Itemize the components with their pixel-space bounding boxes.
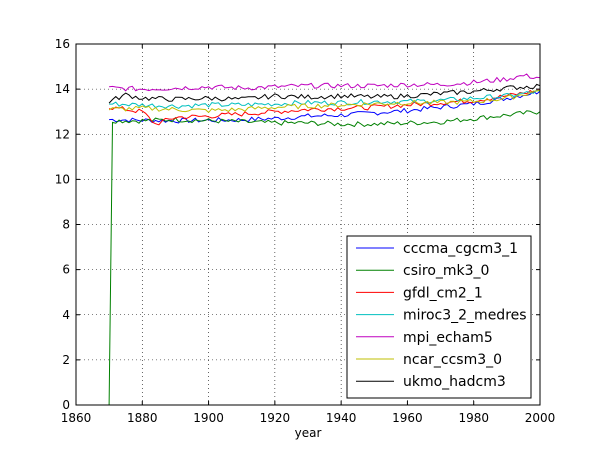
y-tick-label: 10 — [55, 172, 70, 186]
x-tick-label: 2000 — [525, 411, 556, 425]
x-axis-label: year — [295, 426, 322, 440]
legend-label: miroc3_2_medres — [403, 308, 527, 324]
y-tick-label: 0 — [62, 398, 70, 412]
legend-label: mpi_echam5 — [403, 330, 493, 346]
y-tick-label: 4 — [62, 308, 70, 322]
x-tick-label: 1880 — [127, 411, 158, 425]
y-tick-label: 14 — [55, 82, 70, 96]
series-line-miroc3_2_medres — [109, 89, 541, 109]
legend-label: cccma_cgcm3_1 — [403, 241, 518, 257]
x-tick-label: 1920 — [260, 411, 291, 425]
series-line-csiro_mk3_0 — [108, 110, 541, 406]
x-tick-label: 1980 — [458, 411, 489, 425]
y-tick-label: 6 — [62, 263, 70, 277]
legend-label: ukmo_hadcm3 — [403, 374, 506, 390]
x-tick-label: 1900 — [193, 411, 224, 425]
x-tick-label: 1940 — [326, 411, 357, 425]
series-line-gfdl_cm2_1 — [108, 89, 541, 126]
y-tick-label: 2 — [62, 353, 70, 367]
y-tick-label: 12 — [55, 127, 70, 141]
x-tick-label: 1860 — [61, 411, 92, 425]
series-group — [108, 73, 541, 406]
y-tick-label: 16 — [55, 37, 70, 51]
y-tick-label: 8 — [62, 218, 70, 232]
legend-label: csiro_mk3_0 — [403, 263, 489, 279]
x-tick-label: 1960 — [392, 411, 423, 425]
ticks: 1860 1880 1900 1920 1940 1960 1980 2000 0 2 4 6 8 10 1… — [55, 37, 556, 425]
series-line-ncar_ccsm3_0 — [108, 89, 541, 114]
legend: cccma_cgcm3_1 csiro_mk3_0 gfdl_cm2_1 miroc3… — [346, 235, 532, 399]
legend-label: gfdl_cm2_1 — [403, 285, 483, 301]
legend-label: ncar_ccsm3_0 — [403, 352, 502, 368]
series-line-mpi_echam5 — [109, 73, 541, 92]
series-line-cccma_cgcm3_1 — [109, 90, 541, 124]
series-line-ukmo_hadcm3 — [108, 83, 541, 104]
legend-box — [346, 235, 532, 399]
